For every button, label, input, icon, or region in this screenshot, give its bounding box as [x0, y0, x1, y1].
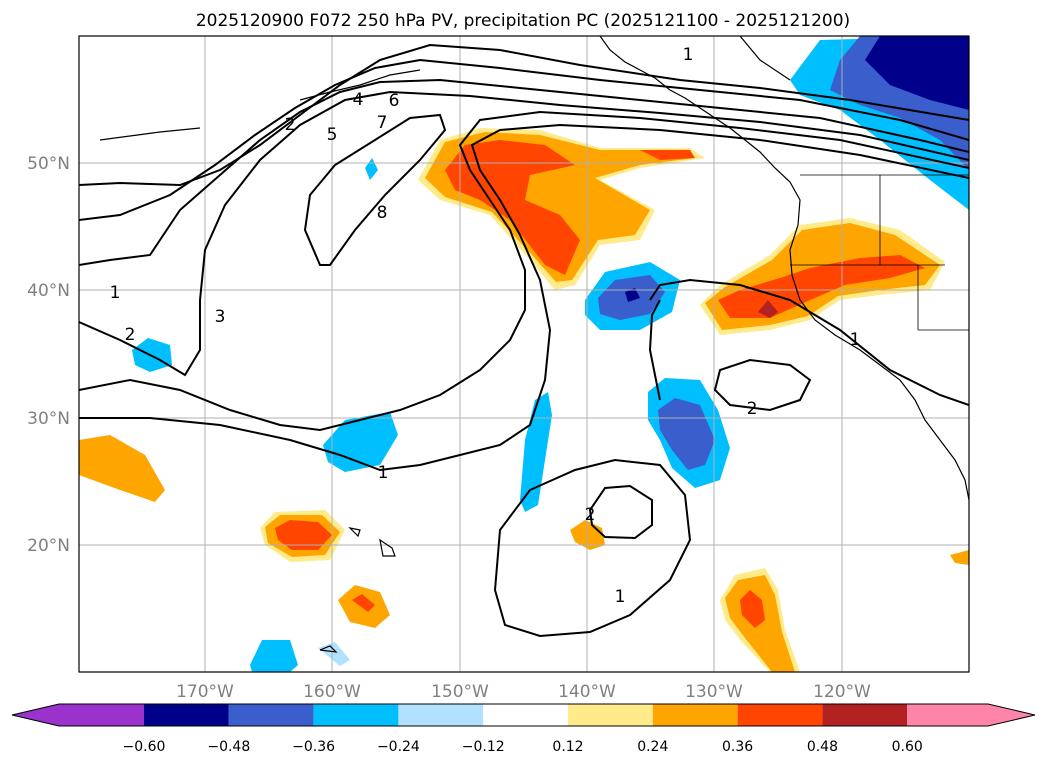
- colorbar-tick-label: −0.12: [462, 739, 505, 755]
- contour-label: 2: [125, 325, 136, 345]
- lon-label: 120°W: [813, 682, 871, 702]
- colorbar-segment: [228, 704, 314, 726]
- contour-label: 6: [389, 91, 400, 111]
- colorbar-tick-label: 0.36: [722, 739, 753, 755]
- colorbar-extend-max: [988, 704, 1035, 726]
- map-frame: [78, 35, 970, 673]
- contour-label: 8: [377, 203, 388, 223]
- lat-label: 30°N: [27, 409, 70, 429]
- contour-label: 1: [378, 463, 389, 483]
- pv-contours: [79, 43, 969, 638]
- colorbar-segment: [907, 704, 988, 726]
- coastlines: [99, 36, 969, 653]
- colorbar-segment: [398, 704, 484, 726]
- contour-label: 2: [585, 505, 596, 525]
- lat-label: 20°N: [27, 536, 70, 556]
- colorbar-tick-label: 0.48: [807, 739, 838, 755]
- colorbar: −0.60 −0.48 −0.36 −0.24 −0.12 0.12 0.24 …: [11, 703, 1036, 755]
- colorbar-tick-label: −0.60: [123, 739, 166, 755]
- contour-label: 5: [327, 125, 338, 145]
- colorbar-segment: [59, 704, 144, 726]
- map-area: 1 2 3 4 5 6 7 8 1 2 1 1 2 1 2: [79, 36, 969, 672]
- colorbar-tick-label: −0.24: [377, 739, 420, 755]
- contour-label: 2: [747, 399, 758, 419]
- colorbar-outline: [11, 703, 1036, 727]
- colorbar-segment: [483, 704, 568, 726]
- lon-label: 150°W: [431, 682, 489, 702]
- colorbar-ticks: −0.60 −0.48 −0.36 −0.24 −0.12 0.12 0.24 …: [123, 739, 923, 755]
- colorbar-tick-label: −0.36: [292, 739, 335, 755]
- map-title: 2025120900 F072 250 hPa PV, precipitatio…: [196, 11, 850, 31]
- colorbar-tick-label: 0.24: [637, 739, 668, 755]
- contour-label: 3: [215, 307, 226, 327]
- colorbar-segment: [737, 704, 823, 726]
- colorbar-tick-label: 0.60: [892, 739, 923, 755]
- contour-label: 1: [110, 283, 121, 303]
- lon-label: 160°W: [303, 682, 361, 702]
- contour-label: 1: [615, 587, 626, 607]
- colorbar-segment: [144, 704, 229, 726]
- latitude-labels: 50°N 40°N 30°N 20°N: [27, 154, 70, 556]
- lon-label: 140°W: [558, 682, 616, 702]
- colorbar-segment: [568, 704, 653, 726]
- colorbar-tick-label: 0.12: [552, 739, 583, 755]
- colorbar-extend-min: [12, 704, 59, 726]
- contour-labels: 1 2 3 4 5 6 7 8 1 2 1 1 2 1 2: [110, 45, 861, 607]
- contour-label: 4: [353, 90, 364, 110]
- contour-label: 1: [683, 45, 694, 65]
- contour-label: 1: [850, 330, 861, 350]
- lon-label: 170°W: [176, 682, 234, 702]
- precip-shading: [79, 36, 969, 672]
- lat-label: 40°N: [27, 281, 70, 301]
- colorbar-segment: [822, 704, 908, 726]
- colorbar-segment: [313, 704, 399, 726]
- contour-label: 2: [285, 115, 296, 135]
- lon-label: 130°W: [685, 682, 743, 702]
- contour-label: 7: [377, 113, 388, 133]
- colorbar-segment: [652, 704, 738, 726]
- graticule: [79, 36, 969, 672]
- longitude-labels: 170°W 160°W 150°W 140°W 130°W 120°W: [176, 682, 871, 702]
- colorbar-tick-label: −0.48: [207, 739, 250, 755]
- borders: [790, 174, 969, 331]
- lat-label: 50°N: [27, 154, 70, 174]
